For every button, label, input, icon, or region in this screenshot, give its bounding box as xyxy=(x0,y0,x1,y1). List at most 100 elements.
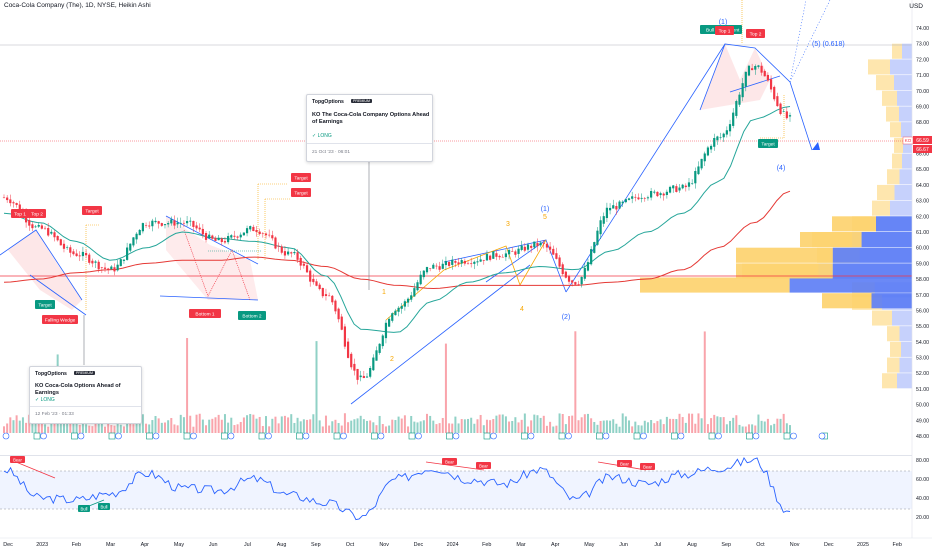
volume-bar xyxy=(612,419,615,433)
volume-bar xyxy=(643,420,646,433)
candle-body xyxy=(640,197,643,199)
volume-bar xyxy=(255,418,258,433)
trendline-lower xyxy=(350,264,531,405)
rsi-tick: 80.00 xyxy=(916,458,929,464)
volume-bar xyxy=(454,416,457,433)
vp-bar-down xyxy=(897,373,912,389)
candle-body xyxy=(18,204,21,213)
candle-body xyxy=(754,65,757,70)
top-lower-line xyxy=(729,75,781,93)
candle-body xyxy=(195,225,198,229)
candle-body xyxy=(81,251,85,257)
time-axis[interactable]: Dec 2023 Feb Mar Apr May Jun Jul Aug Sep Oct Nov Dec… xyxy=(3,542,902,548)
vp-bar-poc-up xyxy=(832,216,876,232)
volume-bar xyxy=(366,420,369,433)
earnings-marker xyxy=(640,432,647,440)
time-tick: Jul xyxy=(244,542,251,548)
volume-bar xyxy=(504,416,507,433)
volume-bar xyxy=(403,415,406,433)
volume-bar xyxy=(242,417,245,433)
wedge-lower-line xyxy=(29,274,87,316)
candle-body xyxy=(192,220,195,227)
rsi-bear-5: Bear xyxy=(643,465,652,470)
candle-body xyxy=(422,270,425,278)
candle-body xyxy=(129,243,132,251)
volume-bar xyxy=(173,424,176,433)
volume-bar xyxy=(290,414,293,433)
candle-body xyxy=(599,220,602,235)
candle-body xyxy=(416,282,419,291)
wave-1-2-line xyxy=(485,239,567,293)
time-tick: Mar xyxy=(106,542,115,548)
rsi-tick: 40.00 xyxy=(916,496,929,502)
candle-body xyxy=(425,267,429,273)
earnings-marker xyxy=(190,432,197,440)
currency-label[interactable]: USD xyxy=(909,3,923,10)
earnings-marker xyxy=(752,432,760,440)
candle-body xyxy=(362,375,365,379)
label-target-a: Target xyxy=(85,209,99,215)
volume-bar xyxy=(214,417,217,433)
volume-bar xyxy=(340,425,343,433)
candle-body xyxy=(697,166,700,175)
candle-body xyxy=(293,251,296,254)
candle-body xyxy=(732,112,735,126)
volume-bar xyxy=(258,416,261,433)
volume-bar xyxy=(637,425,640,433)
volume-bar xyxy=(520,419,523,433)
volume-bar xyxy=(265,416,267,433)
volume-bar xyxy=(662,424,665,433)
candle-body xyxy=(574,282,577,285)
candle-body xyxy=(324,294,328,297)
dividend-marker xyxy=(783,432,791,440)
price-tick: 61.00 xyxy=(916,230,929,236)
rsi-axis[interactable]: 80.00 60.00 40.00 20.00 xyxy=(916,458,929,521)
volume-bar xyxy=(116,424,119,433)
volume-bar xyxy=(631,426,634,433)
dividend-marker xyxy=(258,432,266,440)
time-tick: May xyxy=(584,542,594,548)
dividend-marker xyxy=(108,432,116,440)
vp-bar-down xyxy=(902,43,912,59)
vp-bar-down xyxy=(899,169,912,185)
volume-bar xyxy=(334,419,337,433)
candle-body xyxy=(138,229,141,236)
candle-body xyxy=(135,233,138,240)
candle-body xyxy=(495,253,498,257)
price-axis[interactable]: 74.0073.0072.0071.0070.0069.0068.0067.00… xyxy=(916,26,929,440)
rsi-tick: 60.00 xyxy=(916,477,929,483)
dividend-marker xyxy=(146,432,153,440)
candle-body xyxy=(602,216,605,224)
vp-bar-up xyxy=(868,59,890,75)
volume-bar xyxy=(552,426,555,433)
candle-body xyxy=(236,236,239,238)
earnings-marker xyxy=(602,432,610,440)
idea-card-earnings-feb[interactable]: TopgOptions PREMIUM KO Coca-Cola Options… xyxy=(29,366,142,424)
earnings-marker xyxy=(715,432,722,440)
volume-bar xyxy=(331,421,334,433)
price-tick: 66.00 xyxy=(916,152,929,158)
candle-body xyxy=(498,255,501,258)
candles-group xyxy=(2,62,792,385)
volume-bar xyxy=(492,419,495,433)
candle-body xyxy=(78,255,81,257)
time-tick: Sep xyxy=(311,542,321,548)
price-tick: 68.00 xyxy=(916,120,929,126)
candle-body xyxy=(163,224,167,226)
time-tick: Jun xyxy=(619,542,628,548)
price-tick: 59.00 xyxy=(916,261,929,267)
candle-body xyxy=(75,253,78,257)
idea-card-earnings-oct[interactable]: TopgOptions PREMIUM KO The Coca-Cola Com… xyxy=(306,94,433,162)
candle-body xyxy=(621,201,624,204)
candle-body xyxy=(302,263,305,266)
vp-bar-down xyxy=(899,106,912,122)
rsi-tick: 20.00 xyxy=(916,515,929,521)
candle-body xyxy=(747,65,751,76)
volume-bar xyxy=(789,425,791,433)
idea-side-2: ✓ LONG xyxy=(35,397,55,403)
price-tick: 71.00 xyxy=(916,73,929,79)
volume-bar xyxy=(97,417,100,433)
volume-bar xyxy=(744,426,747,433)
